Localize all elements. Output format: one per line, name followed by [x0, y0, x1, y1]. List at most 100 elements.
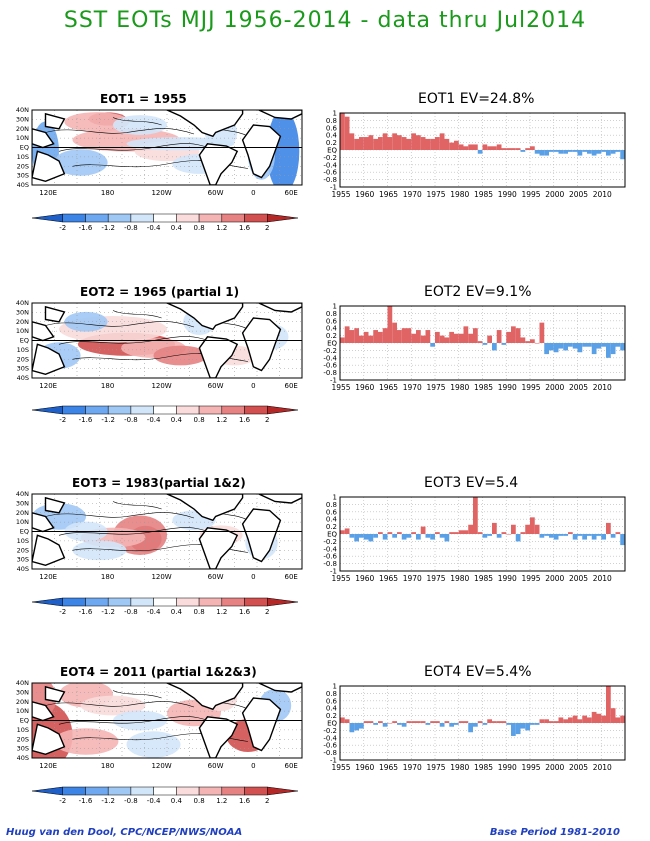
x-tick-label: 1955: [331, 190, 350, 199]
y-tick-label: -0.4: [323, 161, 337, 169]
bar: [496, 534, 502, 538]
bar: [406, 328, 412, 343]
colorbar-label: -0.8: [124, 416, 138, 424]
latitude-label: 10S: [17, 537, 29, 545]
latitude-label: 20S: [17, 355, 29, 363]
x-tick-label: 1955: [331, 383, 350, 392]
bar: [553, 534, 559, 540]
y-tick-label: -1: [330, 568, 337, 576]
y-tick-label: 0.6: [326, 317, 338, 325]
colorbar-swatch: [85, 597, 109, 607]
bar: [468, 333, 473, 343]
timeseries-title: EOT2 EV=9.1%: [424, 284, 532, 300]
anomaly-patch: [64, 112, 130, 132]
y-tick-label: 0.6: [326, 124, 338, 132]
latitude-label: 30N: [16, 688, 29, 696]
continent-outline: [44, 112, 66, 130]
bar: [544, 150, 549, 156]
x-tick-label: 2005: [569, 190, 588, 199]
continent-outline: [32, 150, 66, 183]
map-frame: [31, 302, 303, 379]
continent-outline: [32, 723, 66, 756]
bar: [435, 532, 440, 534]
bar: [392, 534, 397, 538]
y-tick-label: -0.6: [323, 169, 337, 177]
y-tick-label: -0.8: [323, 176, 337, 184]
latitude-label: 30N: [16, 308, 29, 316]
bar: [520, 723, 526, 729]
continent-outline: [32, 343, 66, 376]
bar: [449, 723, 454, 727]
bar: [387, 532, 393, 534]
longitude-label: 180: [101, 189, 114, 197]
x-tick-label: 1980: [450, 763, 469, 772]
continent-outline: [32, 534, 66, 567]
x-tick-label: 2005: [569, 383, 588, 392]
plot-frame: [339, 496, 626, 572]
bar: [577, 343, 583, 353]
latitude-label: 40N: [16, 490, 29, 498]
bar: [363, 331, 369, 343]
bar: [591, 534, 597, 540]
bar: [425, 723, 431, 725]
map-frame: [31, 682, 303, 759]
colorbar-label: -2: [59, 224, 66, 232]
bar: [368, 534, 374, 542]
contour-line: [112, 690, 162, 699]
bar: [359, 723, 364, 729]
continent-outline: [198, 716, 239, 758]
bar: [511, 148, 516, 150]
latitude-label: 30S: [17, 556, 29, 564]
y-tick-label: 0.2: [326, 139, 337, 147]
colorbar-label: -1.2: [101, 224, 115, 232]
bar: [596, 343, 602, 349]
bar: [506, 331, 511, 343]
bar: [549, 534, 554, 538]
bar: [378, 331, 383, 343]
bar: [406, 534, 412, 538]
anomaly-patch: [53, 149, 108, 176]
bar: [558, 343, 564, 349]
colorbar-swatch: [130, 213, 154, 223]
bar: [477, 150, 483, 154]
map-title: EOT3 = 1983(partial 1&2): [72, 476, 246, 490]
bar: [591, 711, 597, 723]
continent-outline: [258, 683, 302, 693]
y-tick-label: 1: [333, 494, 337, 502]
bar: [378, 532, 383, 534]
bar: [387, 137, 393, 150]
bar: [435, 137, 440, 150]
bar: [482, 144, 488, 150]
bar: [439, 335, 445, 343]
colorbar-swatch: [62, 405, 86, 415]
colorbar-label: -0.4: [147, 224, 161, 232]
colorbar: -2 -1.6 -1.2 -0.8 -0.4 0.4 0.8 1.2 1.6 2: [31, 597, 299, 616]
colorbar-label: 1.6: [239, 416, 251, 424]
bar: [530, 723, 535, 725]
bar: [349, 133, 355, 150]
bar: [468, 524, 473, 534]
y-tick-label: 0.8: [326, 117, 337, 125]
bar: [487, 146, 492, 150]
latitude-label: 20S: [17, 546, 29, 554]
bar: [468, 144, 473, 150]
colorbar-swatch: [176, 597, 200, 607]
colorbar-label: 0.4: [171, 224, 183, 232]
bar: [601, 343, 606, 347]
x-tick-label: 1990: [498, 383, 517, 392]
colorbar-label: -1.2: [101, 608, 115, 616]
bar: [435, 721, 440, 723]
x-tick-label: 1990: [498, 763, 517, 772]
colorbar-label: -1.6: [79, 416, 93, 424]
bar: [378, 721, 383, 723]
y-tick-label: -0.4: [323, 545, 337, 553]
bar: [444, 721, 450, 723]
bar: [534, 723, 540, 725]
colorbar-label: 1.2: [216, 416, 227, 424]
y-tick-label: 0.4: [326, 325, 338, 333]
bar: [363, 137, 369, 150]
anomaly-patch: [126, 731, 181, 758]
x-tick-label: 2000: [545, 574, 564, 583]
